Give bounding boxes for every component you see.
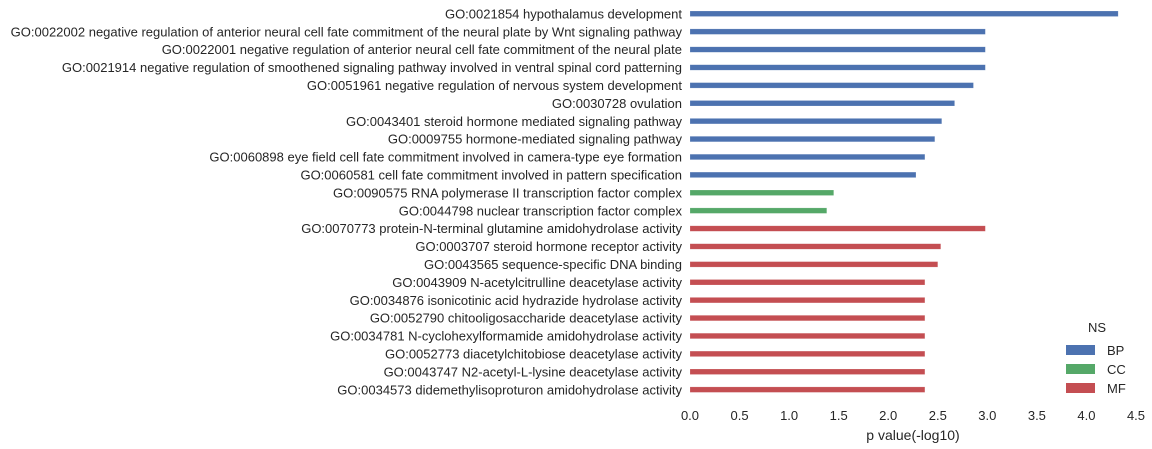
- category-label: GO:0052790 chitooligosaccharide deacetyl…: [370, 311, 683, 326]
- x-tick-label: 0.5: [731, 408, 749, 423]
- legend-label: CC: [1107, 361, 1126, 377]
- x-tick-label: 0.0: [681, 408, 699, 423]
- category-label: GO:0030728 ovulation: [552, 96, 682, 111]
- x-tick-label: 1.5: [830, 408, 848, 423]
- bar-bp: [689, 82, 974, 89]
- x-tick-label: 1.0: [780, 408, 798, 423]
- x-tick-label: 3.5: [1028, 408, 1046, 423]
- x-tick-label: 4.0: [1077, 408, 1095, 423]
- legend-swatch: [1066, 345, 1095, 355]
- bar-cc: [689, 189, 834, 196]
- category-label: GO:0022002 negative regulation of anteri…: [11, 24, 683, 39]
- bar-bp: [689, 136, 936, 143]
- category-label: GO:0090575 RNA polymerase II transcripti…: [333, 185, 682, 200]
- bar-mf: [689, 332, 926, 339]
- bar-mf: [689, 350, 926, 357]
- x-tick-label: 4.5: [1127, 408, 1145, 423]
- bar-bp: [689, 100, 955, 107]
- bar-cc: [689, 207, 828, 214]
- category-label: GO:0060581 cell fate commitment involved…: [300, 168, 682, 183]
- legend-item-mf: MF: [1066, 379, 1152, 397]
- category-label: GO:0021854 hypothalamus development: [445, 6, 682, 21]
- legend: NS BP CC MF: [1066, 319, 1152, 398]
- category-label: GO:0043747 N2-acetyl-L-lysine deacetylas…: [384, 364, 683, 379]
- legend-item-bp: BP: [1066, 341, 1152, 359]
- x-tick-labels: 0.0 0.5 1.0 1.5 2.0 2.5 3.0 3.5 4.0 4.5: [681, 408, 1145, 423]
- bar-bp: [689, 28, 986, 35]
- legend-item-cc: CC: [1066, 360, 1152, 378]
- legend-title: NS: [1088, 320, 1107, 335]
- category-label: GO:0043565 sequence-specific DNA binding: [424, 257, 682, 272]
- category-label: GO:0034876 isonicotinic acid hydrazide h…: [350, 293, 683, 308]
- category-label: GO:0022001 negative regulation of anteri…: [162, 42, 682, 57]
- bars: [689, 10, 1119, 393]
- category-label: GO:0034573 didemethylisoproturon amidohy…: [337, 382, 682, 397]
- bar-mf: [689, 279, 926, 286]
- bar-bp: [689, 64, 986, 71]
- legend-swatch: [1066, 364, 1095, 374]
- category-label: GO:0009755 hormone-mediated signaling pa…: [388, 132, 683, 147]
- bar-mf: [689, 386, 926, 393]
- bar-mf: [689, 297, 926, 304]
- bar-mf: [689, 225, 986, 232]
- bar-bp: [689, 10, 1119, 17]
- category-label: GO:0043909 N-acetylcitrulline deacetylas…: [392, 275, 682, 290]
- legend-label: MF: [1107, 380, 1126, 396]
- bar-mf: [689, 243, 942, 250]
- x-tick-label: 3.0: [978, 408, 996, 423]
- category-labels: GO:0021854 hypothalamus development GO:00…: [11, 6, 683, 397]
- category-label: GO:0060898 eye field cell fate commitmen…: [209, 150, 682, 165]
- legend-label: BP: [1107, 342, 1125, 358]
- category-label: GO:0070773 protein-N-terminal glutamine …: [301, 221, 682, 236]
- category-label: GO:0051961 negative regulation of nervou…: [307, 78, 682, 93]
- bar-bp: [689, 171, 917, 178]
- category-label: GO:0021914 negative regulation of smooth…: [62, 60, 682, 75]
- x-tick-label: 2.5: [929, 408, 947, 423]
- category-label: GO:0034781 N-cyclohexylformamide amidohy…: [330, 329, 682, 344]
- category-label: GO:0044798 nuclear transcription factor …: [399, 203, 683, 218]
- category-label: GO:0043401 steroid hormone mediated sign…: [346, 114, 683, 129]
- bar-bp: [689, 46, 986, 53]
- x-tick-label: 2.0: [879, 408, 897, 423]
- bar-mf: [689, 315, 926, 322]
- category-label: GO:0003707 steroid hormone receptor acti…: [415, 239, 682, 254]
- x-axis-label: p value(-log10): [866, 427, 959, 443]
- bar-bp: [689, 153, 926, 160]
- bar-mf: [689, 261, 939, 268]
- bar-mf: [689, 368, 926, 375]
- category-label: GO:0052773 diacetylchitobiose deacetylas…: [385, 347, 683, 362]
- legend-swatch: [1066, 383, 1095, 393]
- bar-bp: [689, 118, 942, 125]
